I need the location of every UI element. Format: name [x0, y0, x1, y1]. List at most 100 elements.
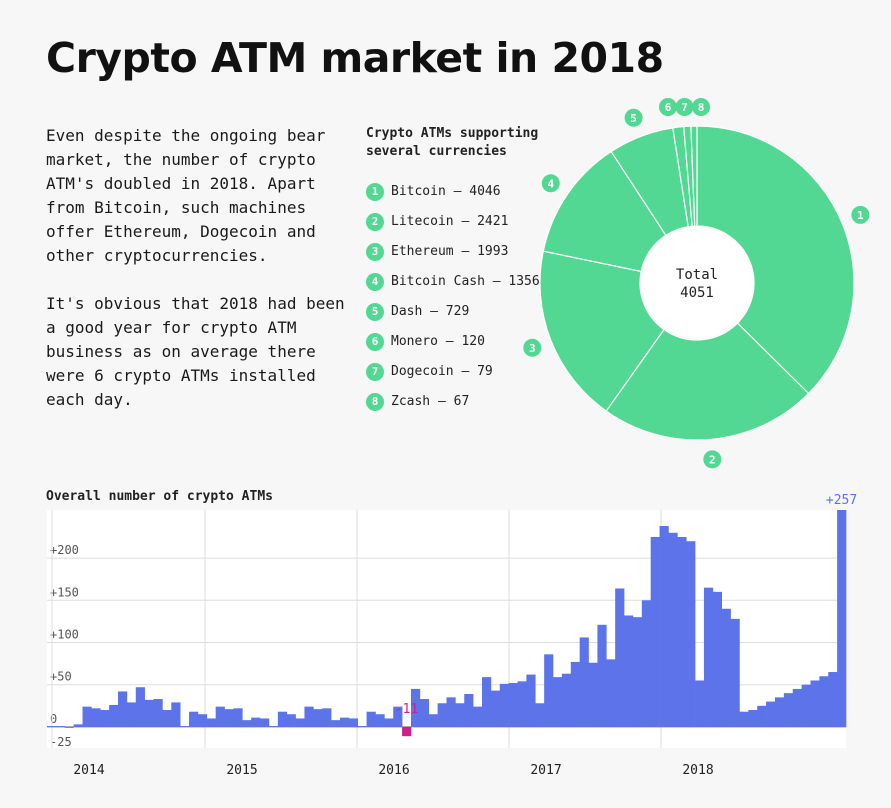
donut-marker-label: 2 [709, 453, 716, 466]
bar [91, 708, 101, 727]
bar [304, 706, 314, 727]
legend-label: Zcash – 67 [391, 394, 470, 409]
bar [464, 693, 474, 727]
bar [295, 718, 305, 727]
bar [553, 677, 563, 727]
bar [632, 617, 643, 727]
bar [366, 711, 376, 727]
bar [393, 706, 403, 727]
bar [277, 711, 287, 727]
bar [473, 706, 483, 727]
bar [659, 526, 669, 727]
bar [348, 718, 359, 727]
bar [251, 717, 261, 727]
legend-marker: 2 [366, 213, 384, 231]
y-tick-label: +200 [50, 543, 79, 557]
bar [774, 697, 785, 727]
legend-marker: 8 [366, 393, 384, 411]
legend-item: 7 Dogecoin – 79 [366, 363, 541, 381]
bar-annotation: +257 [826, 493, 857, 508]
bar [331, 720, 341, 727]
bar [100, 710, 110, 727]
bar [526, 674, 536, 727]
bar [801, 684, 811, 727]
legend-marker: 1 [366, 183, 384, 201]
bar [189, 711, 199, 727]
bar [810, 680, 820, 727]
legend-item: 8 Zcash – 67 [366, 393, 541, 411]
bar [64, 726, 74, 728]
y-tick-label: -25 [50, 735, 72, 749]
x-tick-label: 2014 [73, 763, 104, 778]
legend-item: 2 Litecoin – 2421 [366, 213, 541, 231]
bar [446, 697, 456, 727]
bar [641, 600, 651, 727]
bar [624, 615, 634, 727]
donut-marker [541, 174, 560, 193]
bar [410, 688, 421, 727]
donut-legend: 1 Bitcoin – 4046 2 Litecoin – 2421 3 Ethere… [366, 183, 541, 423]
legend-label: Litecoin – 2421 [391, 214, 509, 229]
bar [499, 683, 509, 727]
bar [118, 691, 128, 727]
bar [268, 726, 279, 728]
bar [819, 676, 829, 727]
bar [224, 709, 234, 727]
y-tick-label: +100 [50, 628, 79, 642]
legend-item: 5 Dash – 729 [366, 303, 541, 321]
bar [650, 537, 660, 727]
donut-marker-label: 7 [681, 101, 688, 114]
legend-marker: 7 [366, 363, 384, 381]
intro-paragraph-1: Even despite the ongoing bear market, th… [46, 126, 326, 265]
x-tick-label: 2016 [378, 763, 409, 778]
donut-slice [539, 250, 665, 412]
legend-label: Ethereum – 1993 [391, 244, 509, 259]
donut-marker-label: 3 [529, 342, 536, 355]
donut-marker [692, 98, 710, 116]
bar [55, 726, 66, 728]
bar [313, 709, 323, 727]
donut-marker [851, 205, 870, 224]
bar [597, 624, 607, 727]
bar [757, 705, 767, 727]
legend-label: Bitcoin Cash – 1356 [391, 274, 540, 289]
bar [260, 718, 270, 727]
bar [171, 702, 181, 727]
bar [703, 587, 714, 727]
legend-item: 6 Monero – 120 [366, 333, 541, 351]
donut-slice [696, 125, 855, 395]
atm-bar-chart: Overall number of crypto ATMs +200 +150 +10… [46, 489, 857, 778]
bar [828, 672, 838, 727]
bar [153, 699, 163, 727]
bar [677, 537, 687, 727]
intro-text: Even despite the ongoing bear market, th… [46, 124, 356, 436]
bar [606, 659, 616, 727]
donut-hole [641, 227, 753, 339]
donut-marker [675, 98, 694, 116]
donut-marker-label: 6 [665, 101, 672, 114]
bar [82, 706, 92, 727]
legend-marker: 3 [366, 243, 384, 261]
bar [233, 708, 243, 727]
legend-label: Bitcoin – 4046 [391, 184, 501, 199]
legend-marker: 6 [366, 333, 384, 351]
bar [322, 708, 332, 727]
bar [109, 704, 119, 727]
bar [339, 717, 350, 727]
donut-chart: 1 2 3 4 5 6 7 8 Total 4051 [523, 98, 870, 469]
bar [47, 726, 57, 728]
bar [748, 710, 758, 727]
bar [588, 662, 598, 727]
legend-marker: 4 [366, 273, 384, 291]
bar [135, 687, 145, 727]
bar [739, 711, 749, 727]
x-tick-label: 2017 [530, 763, 561, 778]
donut-center-value: 4051 [680, 285, 714, 301]
bar [490, 690, 501, 727]
bar [792, 688, 802, 727]
bar [561, 673, 572, 727]
bar [375, 714, 385, 727]
bar [668, 532, 678, 727]
bar [197, 714, 208, 727]
bar [144, 699, 154, 727]
